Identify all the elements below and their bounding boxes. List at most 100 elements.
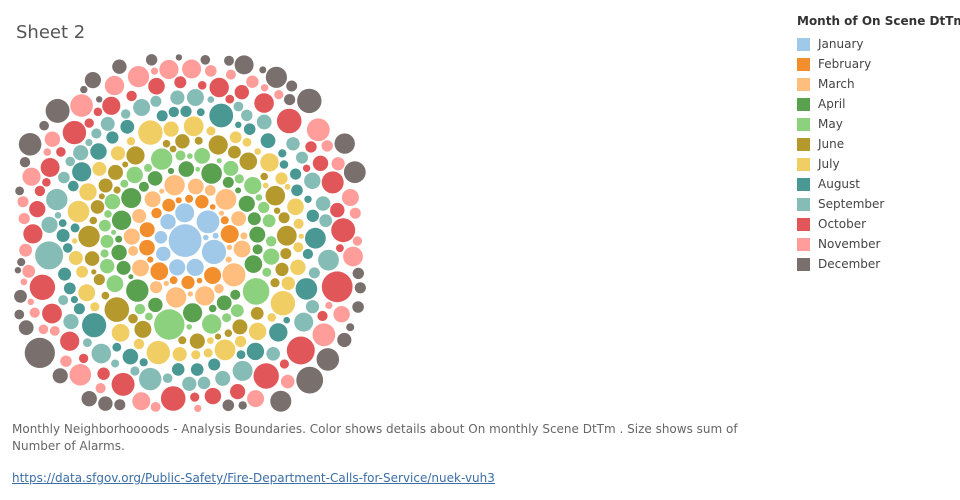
legend-item-july[interactable]: July: [797, 154, 957, 174]
bubble-december[interactable]: [265, 66, 287, 88]
bubble-november[interactable]: [333, 306, 350, 323]
bubble-september[interactable]: [294, 312, 314, 332]
bubble-august[interactable]: [304, 195, 312, 203]
bubble-september[interactable]: [319, 214, 333, 228]
bubble-april[interactable]: [121, 188, 142, 208]
bubble-march[interactable]: [218, 210, 225, 216]
bubble-september[interactable]: [266, 347, 281, 361]
bubble-december[interactable]: [19, 157, 31, 168]
bubble-december[interactable]: [24, 337, 55, 368]
bubble-march[interactable]: [123, 228, 140, 245]
bubble-february[interactable]: [139, 239, 155, 256]
bubble-august[interactable]: [106, 131, 119, 144]
bubble-september[interactable]: [308, 267, 320, 279]
bubble-december[interactable]: [112, 59, 127, 74]
bubble-november[interactable]: [43, 148, 52, 156]
bubble-july[interactable]: [242, 137, 252, 147]
bubble-september[interactable]: [65, 156, 75, 167]
bubble-october[interactable]: [93, 107, 103, 117]
bubble-october[interactable]: [253, 363, 279, 389]
bubble-september[interactable]: [170, 90, 185, 105]
bubble-november[interactable]: [22, 264, 36, 278]
bubble-august[interactable]: [278, 149, 287, 158]
bubble-november[interactable]: [260, 84, 269, 92]
bubble-june[interactable]: [126, 146, 145, 165]
bubble-december[interactable]: [175, 54, 183, 61]
bubble-october[interactable]: [148, 77, 165, 95]
bubble-may[interactable]: [262, 267, 272, 277]
bubble-june[interactable]: [93, 274, 105, 286]
bubble-november[interactable]: [225, 69, 236, 80]
bubble-october[interactable]: [331, 218, 356, 243]
bubble-april[interactable]: [244, 255, 263, 273]
bubble-march[interactable]: [164, 175, 185, 196]
bubble-november[interactable]: [312, 323, 336, 347]
bubble-february[interactable]: [220, 225, 239, 244]
bubble-march[interactable]: [225, 256, 232, 263]
bubble-december[interactable]: [45, 98, 70, 123]
bubble-september[interactable]: [91, 128, 102, 139]
bubble-september[interactable]: [46, 188, 68, 211]
bubble-july[interactable]: [293, 242, 304, 253]
bubble-january[interactable]: [196, 210, 220, 234]
bubble-august[interactable]: [82, 313, 107, 338]
bubble-may[interactable]: [120, 179, 129, 188]
bubble-december[interactable]: [259, 66, 267, 74]
bubble-may[interactable]: [263, 248, 280, 265]
bubble-april[interactable]: [116, 260, 131, 275]
bubble-april[interactable]: [128, 274, 134, 280]
bubble-july[interactable]: [172, 347, 187, 362]
bubble-march[interactable]: [132, 259, 149, 277]
bubble-november[interactable]: [38, 324, 49, 335]
bubble-june[interactable]: [280, 248, 292, 260]
bubble-july[interactable]: [298, 233, 304, 239]
bubble-may[interactable]: [134, 303, 146, 315]
bubble-october[interactable]: [78, 353, 89, 364]
bubble-january[interactable]: [186, 258, 204, 276]
bubble-september[interactable]: [186, 89, 204, 106]
bubble-may[interactable]: [244, 177, 262, 195]
bubble-january[interactable]: [154, 231, 168, 244]
bubble-february[interactable]: [204, 267, 222, 284]
bubble-august[interactable]: [63, 282, 76, 295]
bubble-march[interactable]: [128, 246, 139, 256]
bubble-february[interactable]: [150, 262, 169, 281]
bubble-august[interactable]: [58, 219, 67, 228]
bubble-september[interactable]: [232, 360, 253, 381]
bubble-december[interactable]: [18, 320, 34, 336]
bubble-december[interactable]: [343, 161, 366, 184]
bubble-march[interactable]: [233, 240, 251, 258]
bubble-april[interactable]: [208, 304, 217, 313]
bubble-august[interactable]: [208, 358, 221, 371]
bubble-september[interactable]: [305, 300, 320, 314]
bubble-november[interactable]: [306, 118, 330, 142]
bubble-june[interactable]: [273, 207, 281, 214]
source-link[interactable]: https://data.sfgov.org/Public-Safety/Fir…: [12, 471, 495, 485]
bubble-may[interactable]: [104, 210, 112, 218]
bubble-june[interactable]: [228, 145, 241, 159]
bubble-october[interactable]: [321, 171, 344, 194]
bubble-june[interactable]: [101, 291, 110, 300]
bubble-august[interactable]: [196, 108, 205, 117]
bubble-september[interactable]: [241, 109, 253, 122]
bubble-november[interactable]: [22, 167, 41, 186]
bubble-july[interactable]: [79, 183, 97, 201]
bubble-june[interactable]: [78, 225, 100, 248]
bubble-july[interactable]: [78, 284, 96, 302]
bubble-july[interactable]: [284, 183, 291, 190]
bubble-september[interactable]: [35, 241, 64, 270]
bubble-january[interactable]: [201, 239, 227, 264]
bubble-september[interactable]: [63, 314, 79, 330]
bubble-august[interactable]: [168, 106, 179, 118]
legend-item-march[interactable]: March: [797, 74, 957, 94]
bubble-september[interactable]: [139, 367, 162, 391]
bubble-may[interactable]: [216, 158, 222, 164]
bubble-november[interactable]: [104, 75, 125, 96]
bubble-october[interactable]: [160, 386, 186, 411]
bubble-june[interactable]: [134, 320, 152, 338]
bubble-november[interactable]: [343, 246, 363, 267]
bubble-december[interactable]: [352, 301, 364, 313]
bubble-may[interactable]: [111, 229, 117, 235]
bubble-february[interactable]: [162, 198, 176, 212]
bubble-january[interactable]: [160, 214, 176, 230]
